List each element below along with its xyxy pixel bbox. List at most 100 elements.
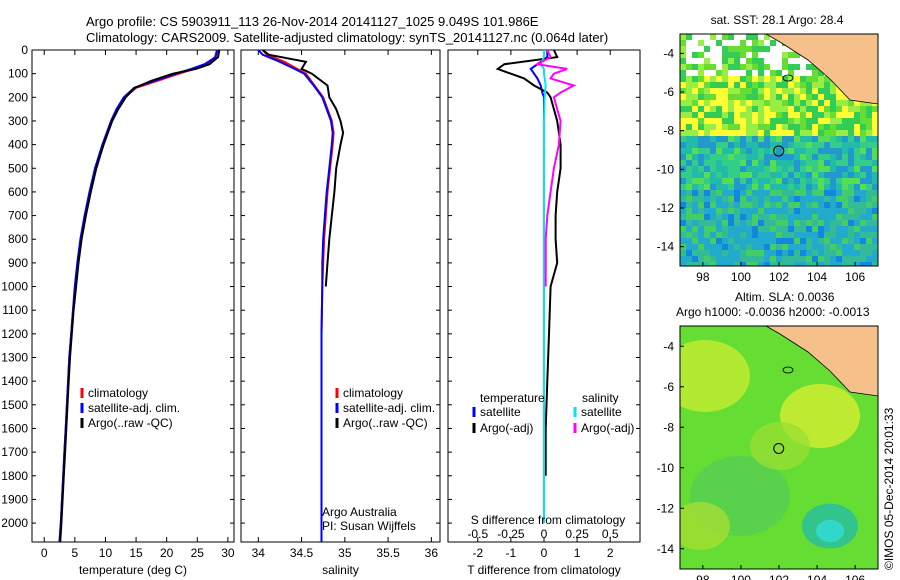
- map-x-tick-label: 102: [769, 573, 789, 580]
- x-tick-label-salinity: 36: [425, 546, 439, 560]
- map-y-tick-label: -12: [657, 201, 675, 215]
- map-y-tick-label: -6: [663, 85, 674, 99]
- map-x-tick-label: 104: [807, 573, 827, 580]
- map-x-tick-label: 102: [769, 270, 789, 284]
- series-line-salinity-1: [257, 49, 334, 542]
- argo-annotation: Argo Australia: [322, 505, 397, 519]
- y-tick-label: 1800: [1, 469, 28, 483]
- map-y-tick-label: -8: [663, 124, 674, 138]
- series-line-temperature-1: [58, 49, 219, 543]
- map-x-tick-label: 98: [696, 573, 710, 580]
- sla-map-subtitle: Argo h1000: -0.0036 h2000: -0.0013: [676, 305, 870, 319]
- header-line-1: Argo profile: CS 5903911_113 26-Nov-2014…: [86, 14, 539, 29]
- sst-map-title: sat. SST: 28.1 Argo: 28.4: [711, 13, 844, 27]
- map-x-tick-label: 100: [731, 270, 751, 284]
- s-tick-label: 0.5: [602, 527, 619, 541]
- map-field-sla_map: [680, 326, 878, 569]
- x-tick-label-temperature: 0: [41, 546, 48, 560]
- map-land-sst_map: [765, 34, 878, 105]
- y-tick-label: 1300: [1, 351, 28, 365]
- x-axis-label-difference: T difference from climatology: [467, 563, 621, 577]
- map-y-tick-label: -8: [663, 420, 674, 434]
- map-y-tick-label: -10: [657, 162, 675, 176]
- argo-annotation: PI: Susan Wijffels: [322, 519, 416, 533]
- x-tick-label-salinity: 35: [338, 546, 352, 560]
- map-island: [782, 74, 794, 82]
- legend-label-temperature: satellite: [480, 405, 521, 419]
- legend-title-temperature: temperature: [480, 391, 545, 405]
- map-y-tick-label: -14: [657, 542, 675, 556]
- profile-location-marker: [773, 442, 785, 454]
- y-tick-label: 600: [8, 185, 28, 199]
- panel-frame-salinity: [240, 49, 441, 543]
- legend-label-salinity: satellite: [581, 405, 622, 419]
- y-tick-label: 100: [8, 67, 28, 81]
- y-tick-label: 2000: [1, 516, 28, 530]
- series-line-difference-3: [534, 49, 577, 287]
- x-tick-label-temperature: 5: [72, 546, 79, 560]
- legend-label-temperature: satellite-adj. clim.: [88, 401, 180, 415]
- y-tick-label: 1000: [1, 280, 28, 294]
- y-tick-label: 900: [8, 256, 28, 270]
- header-line-2: Climatology: CARS2009. Satellite-adjuste…: [86, 30, 609, 45]
- y-tick-label: 1900: [1, 492, 28, 506]
- x-tick-label-difference: 2: [607, 546, 614, 560]
- map-y-tick-label: -10: [657, 461, 675, 475]
- y-tick-label: 1700: [1, 445, 28, 459]
- x-axis-label-temperature: temperature (deg C): [79, 563, 187, 577]
- legend-label-salinity: Argo(-adj): [581, 421, 634, 435]
- s-tick-label: 0: [541, 527, 548, 541]
- map-x-tick-label: 98: [696, 270, 710, 284]
- map-y-tick-label: -14: [657, 240, 675, 254]
- series-line-temperature-0: [58, 49, 218, 543]
- s-tick-label: 0.25: [565, 527, 589, 541]
- map-land-sla_map: [765, 326, 878, 397]
- map-y-tick-label: -4: [663, 339, 674, 353]
- x-tick-label-temperature: 25: [191, 546, 205, 560]
- series-line-temperature-2: [59, 49, 221, 543]
- x-tick-label-salinity: 35.5: [376, 546, 400, 560]
- map-x-tick-label: 104: [807, 270, 827, 284]
- s-tick-label: -0.25: [497, 527, 525, 541]
- legend-label-salinity: satellite-adj. clim.: [343, 401, 435, 415]
- map-y-tick-label: -12: [657, 501, 675, 515]
- x-tick-label-temperature: 10: [99, 546, 113, 560]
- x-tick-label-difference: 0: [541, 546, 548, 560]
- panel-frame-temperature: [31, 49, 235, 543]
- y-tick-label: 700: [8, 209, 28, 223]
- sla-map-title: Altim. SLA: 0.0036: [735, 290, 835, 304]
- map-island: [782, 366, 794, 374]
- y-tick-label: 500: [8, 161, 28, 175]
- x-tick-label-salinity: 34.5: [290, 546, 314, 560]
- x-tick-label-difference: 1: [574, 546, 581, 560]
- x-tick-label-temperature: 20: [160, 546, 174, 560]
- series-line-difference-2: [539, 50, 547, 524]
- y-tick-label: 1500: [1, 398, 28, 412]
- legend-label-temperature: Argo(..raw -QC): [88, 416, 173, 430]
- y-tick-label: 0: [21, 43, 28, 57]
- x-tick-label-temperature: 30: [221, 546, 235, 560]
- x-tick-label-difference: -1: [506, 546, 517, 560]
- y-tick-label: 300: [8, 114, 28, 128]
- y-tick-label: 1100: [2, 303, 28, 317]
- imos-credit: ©IMOS 05-Dec-2014 20:01:33: [882, 407, 896, 570]
- legend-label-temperature: Argo(-adj): [480, 421, 533, 435]
- x-tick-label-salinity: 34: [252, 546, 266, 560]
- x-axis-label-salinity: salinity: [322, 563, 359, 577]
- map-x-tick-label: 106: [845, 573, 865, 580]
- map-y-tick-label: -6: [663, 380, 674, 394]
- profile-location-marker: [773, 145, 785, 157]
- s-tick-label: -0.5: [467, 527, 488, 541]
- legend-title-salinity: salinity: [582, 391, 619, 405]
- map-field-sst_map: [680, 34, 878, 266]
- y-tick-label: 200: [8, 90, 28, 104]
- x-axis-label-top-difference: S difference from climatology: [471, 513, 626, 527]
- y-tick-label: 1200: [1, 327, 28, 341]
- map-y-tick-label: -4: [663, 46, 674, 60]
- legend-label-salinity: climatology: [343, 386, 403, 400]
- series-line-salinity-2: [261, 49, 345, 287]
- y-tick-label: 400: [8, 138, 28, 152]
- y-tick-label: 1600: [1, 421, 28, 435]
- legend-label-temperature: climatology: [88, 386, 148, 400]
